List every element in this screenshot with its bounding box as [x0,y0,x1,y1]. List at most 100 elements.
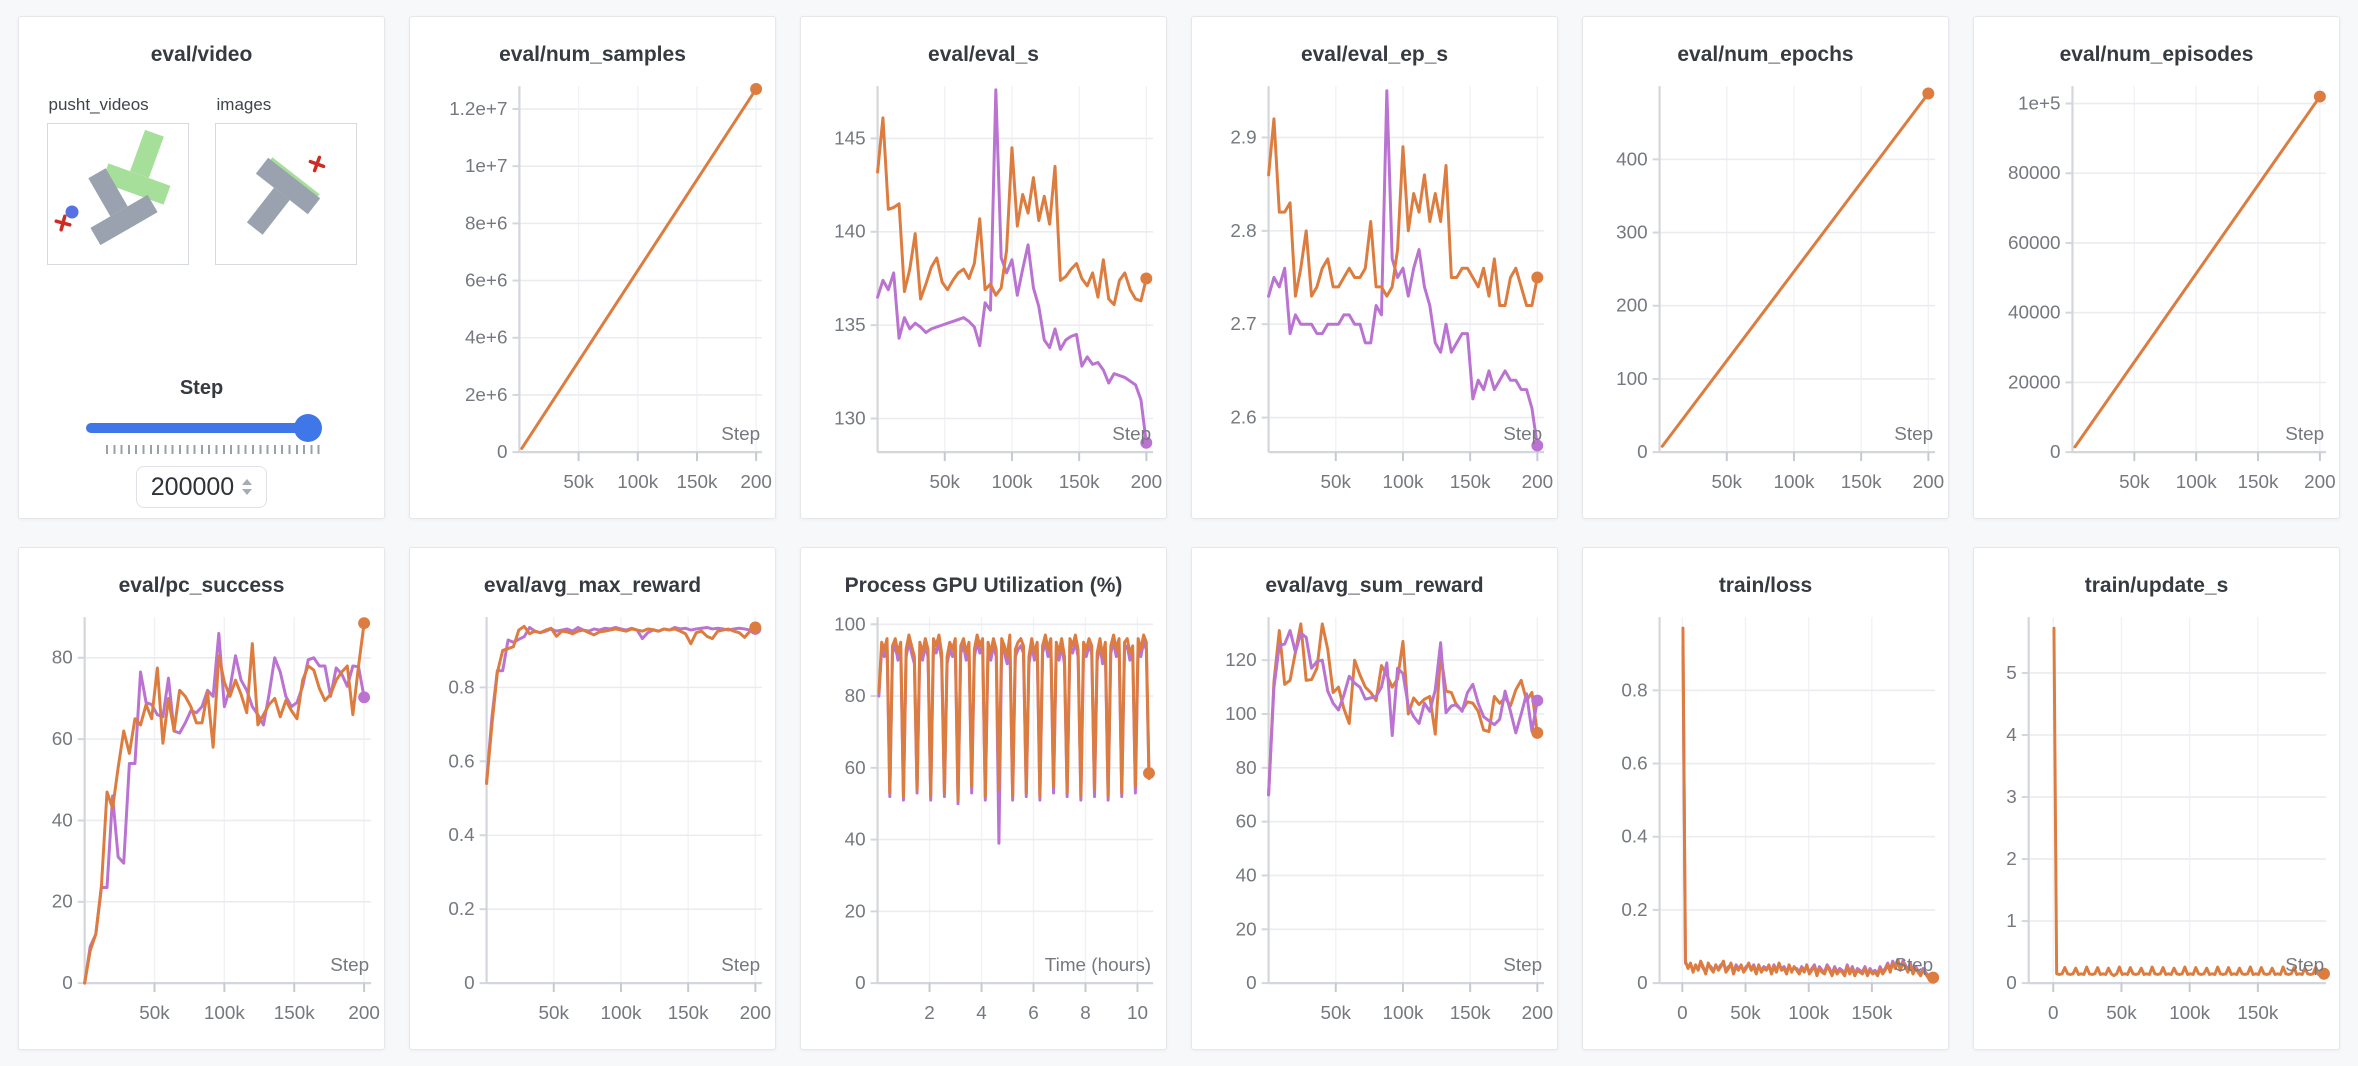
panel-eval-pc-success[interactable]: eval/pc_success 50k 100k 150k 200 0 20 40 60 80 S… [18,547,385,1050]
x-tick-label: 150k [1851,1003,1892,1024]
step-spinner [242,479,253,495]
x-tick-label: 4 [976,1003,987,1024]
step-spinner-up-icon[interactable] [242,479,253,485]
images-thumbnail[interactable] [214,123,357,265]
y-tick-label: 0 [2050,442,2061,463]
pusht-videos-thumbnail[interactable] [46,123,189,265]
x-tick-label: 150k [2237,1003,2278,1024]
step-slider-track[interactable] [85,423,318,433]
eval-num-epochs-plot: 50k 100k 150k 200 0 100 200 300 400 Step [1616,86,1945,493]
panel-eval-num-epochs[interactable]: eval/num_epochs 50k 100k 150k 200 0 100 200 300… [1582,16,1949,519]
x-tick-label: 50k [563,472,594,493]
y-tick-label: 40 [1236,865,1257,886]
end-dot-run-orange [749,621,762,634]
x-tick-label: 100k [617,472,658,493]
series-line-run-orange [2073,95,2322,449]
x-tick-label: 100k [2169,1003,2210,1024]
y-tick-label: 20 [1236,919,1257,940]
panel-eval-avg-sum-reward[interactable]: eval/avg_sum_reward 50k 100k 150k 200 0 20 40 6… [1191,547,1558,1050]
y-tick-label: 400 [1616,149,1648,170]
panel-eval-video: eval/video pusht_videos [18,16,385,519]
x-axis-label: Step [721,955,760,976]
y-tick-label: 0 [1637,973,1648,994]
x-axis-label: Step [330,955,369,976]
media-item-pusht-videos: pusht_videos [46,95,189,265]
end-dot-run-orange [2313,90,2326,103]
x-tick-label: 100k [1382,472,1423,493]
media-label-pusht-videos: pusht_videos [48,95,149,114]
y-tick-label: 100 [1225,704,1257,725]
y-tick-label: 120 [1225,650,1257,671]
y-tick-label: 1.2e+7 [449,99,507,120]
x-tick-label: 150k [668,1003,709,1024]
x-tick-label: 50k [1730,1003,1761,1024]
step-input-value[interactable]: 200000 [150,472,235,501]
x-axis-label: Step [1112,424,1151,445]
x-tick-label: 6 [1028,1003,1039,1024]
panel-eval-avg-max-reward[interactable]: eval/avg_max_reward 50k 100k 150k 200 0 0.2 0.… [409,547,776,1050]
y-tick-label: 60 [1236,812,1257,833]
x-tick-label: 0 [2048,1003,2059,1024]
y-tick-label: 2.9 [1230,127,1256,148]
y-tick-label: 0.2 [1621,900,1647,921]
images-block-t-shape [246,157,320,235]
step-control: Step 200000 [19,377,384,508]
panel-eval-eval-s[interactable]: eval/eval_s 50k 100k 150k 200 130 135 140 145 St… [800,16,1167,519]
end-dot-run-purple [358,691,371,704]
y-tick-label: 1e+7 [465,156,508,177]
end-dot-run-orange [750,83,763,95]
x-tick-label: 150k [1450,1003,1491,1024]
panel-eval-num-samples[interactable]: eval/num_samples 50k 100k 150k 200 0 2e+6 4e+6… [409,16,776,519]
x-axis-label: Step [721,424,760,445]
series-line-run-purple [1267,629,1539,797]
y-tick-label: 0.8 [1621,680,1647,701]
y-tick-label: 60000 [2008,233,2061,254]
step-spinner-down-icon[interactable] [242,489,253,495]
end-dot-run-purple [1531,694,1544,707]
y-tick-label: 0 [2006,973,2017,994]
series-line-run-orange [485,624,757,786]
y-tick-label: 60 [52,729,73,750]
x-tick-label: 10 [1127,1003,1148,1024]
panel-eval-eval-ep-s[interactable]: eval/eval_ep_s 50k 100k 150k 200 2.6 2.7 2.8 2.… [1191,16,1558,519]
series-line-run-purple [876,88,1148,445]
y-tick-label: 4e+6 [465,328,508,349]
eval-pc-success-title: eval/pc_success [118,574,285,597]
x-tick-label: 50k [539,1003,570,1024]
series-line-run-orange [876,116,1148,307]
step-slider-handle[interactable] [293,414,322,442]
panel-train-loss[interactable]: train/loss 0 50k 100k 150k 0 0.2 0.4 0.6 0.8 Step [1582,547,1949,1050]
y-tick-label: 8e+6 [465,213,508,234]
y-tick-label: 130 [834,408,866,429]
x-tick-label: 200 [1913,472,1945,493]
end-dot-run-orange [1531,726,1544,739]
y-tick-label: 0 [464,973,475,994]
y-tick-label: 1e+5 [2018,94,2061,115]
x-tick-label: 50k [2106,1003,2137,1024]
y-tick-label: 80000 [2008,163,2061,184]
series-line-run-purple [83,631,366,985]
y-tick-label: 80 [52,648,73,669]
eval-eval-s-title: eval/eval_s [928,43,1039,66]
y-tick-label: 0.2 [448,899,474,920]
train-update-s-title: train/update_s [2084,574,2229,597]
panel-eval-num-episodes[interactable]: eval/num_episodes 50k 100k 150k 200 0 20000 40… [1973,16,2340,519]
step-slider[interactable] [85,414,322,442]
x-tick-label: 200 [740,1003,772,1024]
x-tick-label: 50k [2119,472,2150,493]
panel-process-gpu-utilization[interactable]: Process GPU Utilization (%) 2 4 6 8 10 0 20 40 6… [800,547,1167,1050]
end-dot-run-orange [1927,971,1940,984]
x-tick-label: 200 [1522,472,1554,493]
y-tick-label: 0.8 [448,677,474,698]
x-tick-label: 8 [1080,1003,1091,1024]
series-line-run-orange [1267,117,1539,308]
panel-train-update-s[interactable]: train/update_s 0 50k 100k 150k 0 1 2 3 4 5 Step [1973,547,2340,1050]
x-tick-label: 50k [1712,472,1743,493]
y-tick-label: 0.6 [1621,753,1647,774]
x-tick-label: 150k [1450,472,1491,493]
step-input[interactable]: 200000 [135,466,268,508]
eval-num-episodes-plot: 50k 100k 150k 200 0 20000 40000 60000 80000 1e+5 S… [2008,86,2336,493]
x-tick-label: 200 [1522,1003,1554,1024]
x-axis-label: Step [1894,955,1933,976]
pusht-agent-dot [65,205,78,219]
